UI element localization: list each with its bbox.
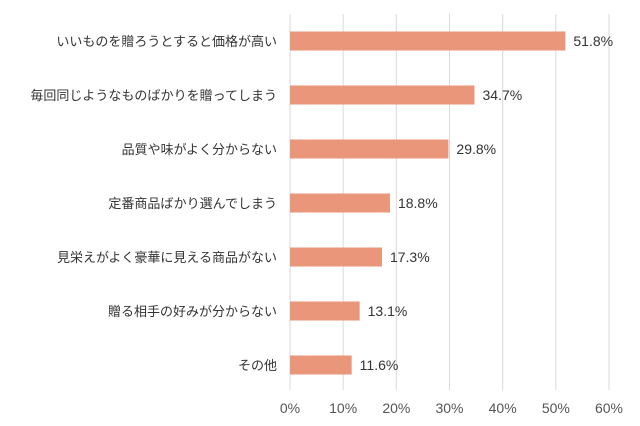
x-tick-label: 10%	[329, 400, 357, 416]
bar	[290, 193, 390, 213]
x-tick-label: 40%	[489, 400, 517, 416]
x-tick-label: 30%	[435, 400, 463, 416]
category-label: その他	[238, 359, 277, 374]
category-label: いいものを贈ろうとすると価格が高い	[56, 34, 277, 50]
bar	[290, 139, 449, 159]
x-tick-label: 50%	[542, 400, 570, 416]
data-label: 29.8%	[456, 141, 496, 157]
category-label: 贈る相手の好みが分からない	[108, 304, 277, 320]
gridlines	[289, 14, 610, 390]
data-label: 34.7%	[482, 87, 522, 103]
category-label: 定番商品ばかり選んでしまう	[108, 197, 277, 212]
value-labels: 51.8% 34.7% 29.8% 18.8% 17.3% 13.1% 11.6%	[360, 33, 613, 373]
bar	[290, 31, 566, 51]
x-tick-label: 0%	[280, 400, 300, 416]
x-tick-label: 20%	[382, 400, 410, 416]
bar	[290, 355, 352, 375]
data-label: 13.1%	[368, 303, 408, 319]
bar	[290, 85, 475, 105]
category-label: 見栄えがよく豪華に見える商品がない	[57, 250, 277, 266]
x-tick-label: 60%	[595, 400, 623, 416]
data-label: 17.3%	[390, 249, 430, 265]
x-axis-tick-labels: 0% 10% 20% 30% 40% 50% 60%	[280, 400, 623, 416]
data-label: 51.8%	[573, 33, 613, 49]
category-label: 品質や味がよく分からない	[122, 143, 277, 158]
category-labels: いいものを贈ろうとすると価格が高い毎回同じようなものばかりを贈ってしまう品質や味…	[30, 34, 277, 374]
data-label: 18.8%	[398, 195, 438, 211]
data-label: 11.6%	[360, 357, 399, 373]
category-label: 毎回同じようなものばかりを贈ってしまう	[30, 88, 277, 104]
bar	[290, 247, 382, 267]
bar	[290, 301, 360, 321]
bars	[290, 31, 566, 375]
